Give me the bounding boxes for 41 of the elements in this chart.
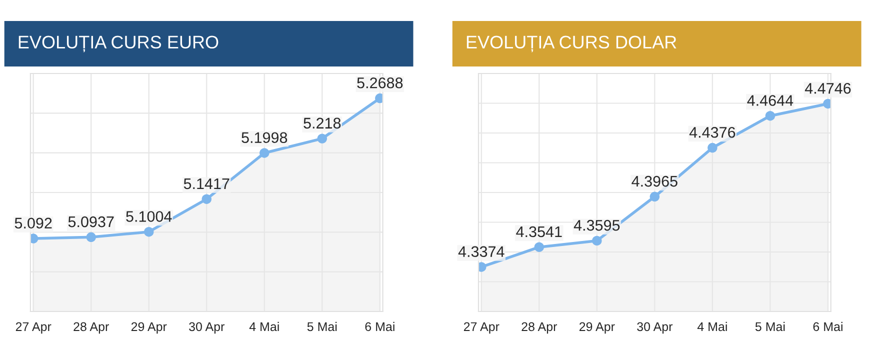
point: [650, 192, 660, 202]
data-label: 4.3965: [632, 176, 678, 187]
point: [144, 226, 154, 237]
x-tick-label: 5 Mai: [755, 322, 785, 332]
x-tick-label: 27 Apr: [464, 322, 500, 334]
x-tick-label: 28 Apr: [74, 322, 109, 334]
x-tick-label: 4 Mai: [697, 322, 727, 332]
data-label: 5.0937: [68, 216, 114, 228]
x-tick-label: 30 Apr: [637, 322, 673, 334]
data-label: 4.4644: [747, 95, 794, 106]
point: [708, 142, 718, 153]
data-label: 5.1998: [242, 132, 288, 144]
data-label: 4.4746: [804, 82, 851, 94]
x-tick-label: 29 Apr: [579, 322, 615, 334]
point: [202, 194, 212, 204]
x-tick-label: 6 Mai: [365, 322, 394, 332]
data-label: 5.2688: [357, 77, 403, 88]
data-label: 5.092: [14, 218, 52, 229]
chart-title: EVOLUȚIA CURS DOLAR: [466, 36, 676, 52]
point: [592, 236, 602, 246]
x-tick-label: 30 Apr: [189, 322, 224, 334]
data-label: 4.3374: [458, 246, 504, 258]
x-tick-label: 4 Mai: [249, 322, 279, 332]
data-label: 4.4376: [689, 126, 736, 138]
x-tick-label: 27 Apr: [16, 322, 52, 334]
data-label: 5.1004: [126, 211, 172, 222]
x-tick-label: 29 Apr: [131, 322, 167, 334]
data-label: 4.3541: [516, 226, 562, 238]
point: [534, 242, 544, 252]
x-tick-label: 5 Mai: [307, 322, 337, 332]
data-label: 4.3595: [574, 220, 620, 231]
point: [30, 234, 38, 244]
point: [765, 111, 776, 121]
point: [260, 148, 270, 158]
chart-title: EVOLUȚIA CURS EURO: [18, 36, 218, 52]
x-tick-label: 28 Apr: [522, 322, 558, 334]
data-label: 5.218: [304, 118, 341, 129]
point: [317, 134, 328, 144]
data-label: 5.1417: [184, 178, 230, 190]
point: [86, 232, 96, 242]
x-tick-label: 6 Mai: [813, 322, 842, 332]
